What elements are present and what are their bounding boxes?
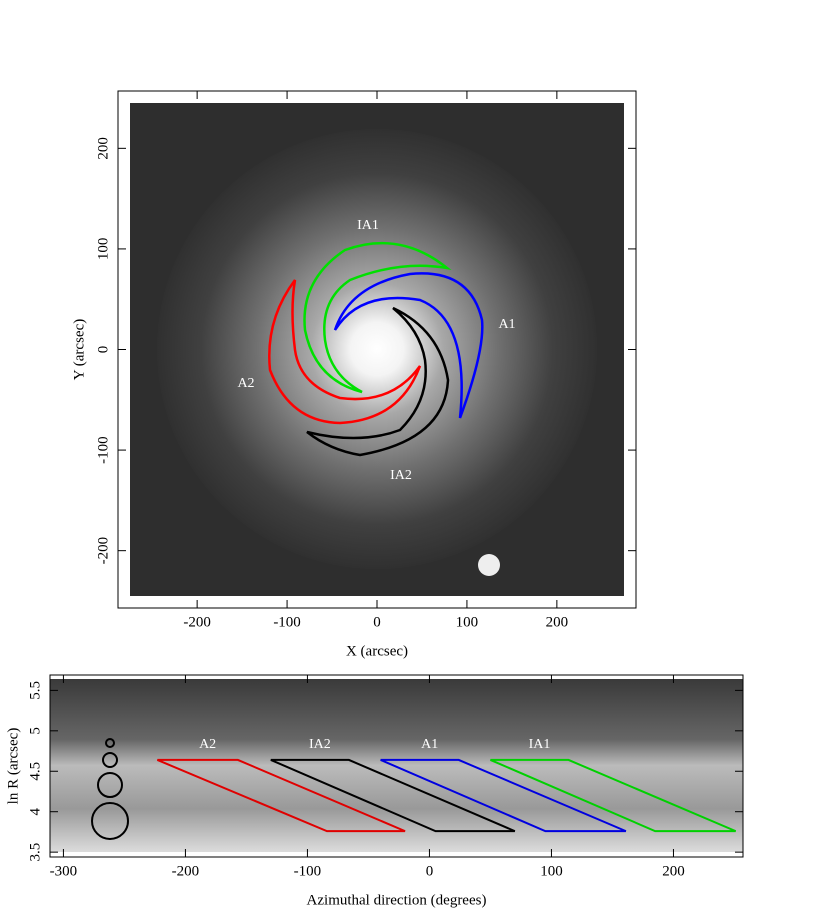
x-axis-label: Azimuthal direction (degrees) [307,892,487,908]
region [156,758,406,833]
beam-circles [91,738,129,840]
x-tick-label: -200 [183,614,211,630]
x-tick-label: 100 [540,863,563,879]
annotation: A2 [237,376,254,391]
x-tick-label: -200 [172,863,200,879]
region-label: IA1 [529,737,551,752]
region-label: A1 [421,737,438,752]
y-tick-label: 5.5 [27,681,43,700]
x-tick-label: -300 [50,863,78,879]
x-tick-label: 100 [456,614,479,630]
polar-image [50,679,743,852]
x-tick-label: 0 [426,863,434,879]
y-tick-label: 4 [27,807,43,815]
beam [102,752,118,768]
y-tick-label: 200 [95,137,111,160]
y-tick-label: -200 [95,537,111,565]
annotation: IA1 [357,218,379,233]
y-axis-label: ln R (arcsec) [5,728,21,805]
y-tick-label: -100 [95,436,111,464]
arm-ia2 [306,306,450,457]
y-tick-label: 5 [27,727,43,735]
arm-overlays [268,241,484,457]
y-tick-label: 0 [95,346,111,354]
annotation: A1 [498,317,515,332]
y-tick-label: 100 [95,238,111,260]
axes-frame [49,674,744,858]
region-label: A2 [199,737,216,752]
arm-a2 [268,279,422,425]
annotation: IA2 [390,468,412,483]
beam [97,772,123,798]
galaxy-glow [157,129,597,569]
y-axis-label: Y (arcsec) [71,319,87,380]
x-tick-label: 0 [373,614,381,630]
region [490,758,737,833]
beam [91,802,129,840]
y-tick-label: 3.5 [27,843,43,862]
arm-a1 [333,272,484,419]
x-tick-label: -100 [273,614,301,630]
y-tick-label: 4.5 [27,762,43,781]
companion [478,554,500,576]
x-tick-label: -100 [294,863,322,879]
arm-ia1 [303,241,452,394]
x-tick-label: 200 [662,863,685,879]
x-axis-label: X (arcsec) [346,643,408,659]
x-tick-label: 200 [546,614,569,630]
region [380,758,627,833]
region-label: IA2 [309,737,331,752]
beam [105,738,115,748]
region [270,758,516,833]
